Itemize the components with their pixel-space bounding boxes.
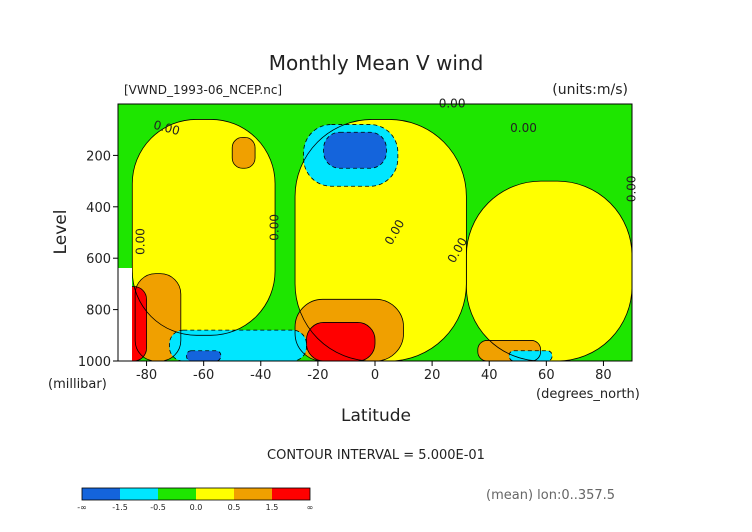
contour-line bbox=[323, 131, 387, 169]
contour-fill-layer bbox=[118, 104, 632, 361]
contour-region bbox=[232, 137, 256, 169]
y-tick-label: 400 bbox=[86, 201, 111, 216]
colorbar: -∞ -1.5 -0.5 0.0 0.5 1.5 ∞ bbox=[77, 487, 314, 512]
y-axis: 200 400 600 800 1000 bbox=[78, 149, 118, 370]
contour-line bbox=[303, 124, 399, 187]
contour-label: 0.00 bbox=[152, 118, 181, 138]
contour-line bbox=[169, 329, 307, 361]
colorbar-frame bbox=[81, 487, 311, 501]
colorbar-swatch bbox=[234, 488, 272, 500]
x-axis: -80 -60 -40 -20 0 20 40 60 80 bbox=[136, 361, 612, 383]
units-label: (units:m/s) bbox=[552, 82, 628, 98]
file-label: [VWND_1993-06_NCEP.nc] bbox=[124, 83, 282, 97]
colorbar-label: 0.5 bbox=[228, 503, 241, 512]
contour-line bbox=[118, 286, 147, 361]
footnote-mean-lon: (mean) lon:0..357.5 bbox=[486, 488, 615, 503]
colorbar-label: -0.5 bbox=[150, 503, 166, 512]
contour-line bbox=[131, 119, 276, 336]
x-tick-label: -20 bbox=[307, 368, 328, 383]
colorbar-swatch bbox=[158, 488, 196, 500]
contour-line bbox=[294, 119, 467, 361]
x-tick-label: 0 bbox=[371, 368, 379, 383]
contour-region bbox=[186, 350, 221, 361]
contour-interval-note: CONTOUR INTERVAL = 5.000E-01 bbox=[267, 448, 485, 463]
chart-title: Monthly Mean V wind bbox=[269, 51, 484, 75]
colorbar-swatch bbox=[120, 488, 158, 500]
x-tick-label: -40 bbox=[250, 368, 271, 383]
contour-line bbox=[231, 137, 256, 169]
x-tick-label: 60 bbox=[538, 368, 555, 383]
x-tick-label: 40 bbox=[481, 368, 498, 383]
contour-line bbox=[466, 180, 632, 361]
y-axis-title: Level bbox=[51, 210, 71, 255]
colorbar-label: -1.5 bbox=[112, 503, 128, 512]
contour-region bbox=[466, 181, 632, 361]
x-tick-label: -60 bbox=[193, 368, 214, 383]
contour-region bbox=[323, 132, 387, 169]
colorbar-swatch bbox=[82, 488, 120, 500]
colorbar-label: 1.5 bbox=[266, 503, 279, 512]
colorbar-label: 0.0 bbox=[190, 503, 203, 512]
y-tick-label: 200 bbox=[86, 149, 111, 164]
contour-label: 0.00 bbox=[133, 228, 147, 255]
colorbar-label: -∞ bbox=[77, 503, 87, 512]
colorbar-label: ∞ bbox=[307, 503, 314, 512]
x-axis-title: Latitude bbox=[341, 406, 411, 426]
colorbar-swatch bbox=[196, 488, 234, 500]
contour-line bbox=[294, 298, 404, 361]
contour-line bbox=[186, 350, 222, 361]
contour-label: 0.00 bbox=[268, 214, 282, 241]
x-axis-units: (degrees_north) bbox=[536, 387, 640, 402]
y-tick-label: 600 bbox=[86, 252, 111, 267]
y-tick-label: 1000 bbox=[78, 355, 111, 370]
contour-line bbox=[508, 350, 553, 361]
contour-region bbox=[306, 322, 375, 361]
colorbar-swatch bbox=[272, 488, 310, 500]
contour-label: 0.00 bbox=[510, 121, 537, 135]
contour-label-layer: 0.000.000.00 0.000.000.000.000.00 bbox=[133, 97, 638, 266]
y-axis-units: (millibar) bbox=[48, 377, 107, 392]
missing-data-patch bbox=[118, 268, 132, 361]
contour-region bbox=[509, 350, 553, 361]
x-tick-label: 80 bbox=[595, 368, 612, 383]
x-tick-label: 20 bbox=[424, 368, 441, 383]
x-tick-label: -80 bbox=[136, 368, 157, 383]
contour-line bbox=[477, 340, 542, 361]
y-tick-label: 800 bbox=[86, 304, 111, 319]
